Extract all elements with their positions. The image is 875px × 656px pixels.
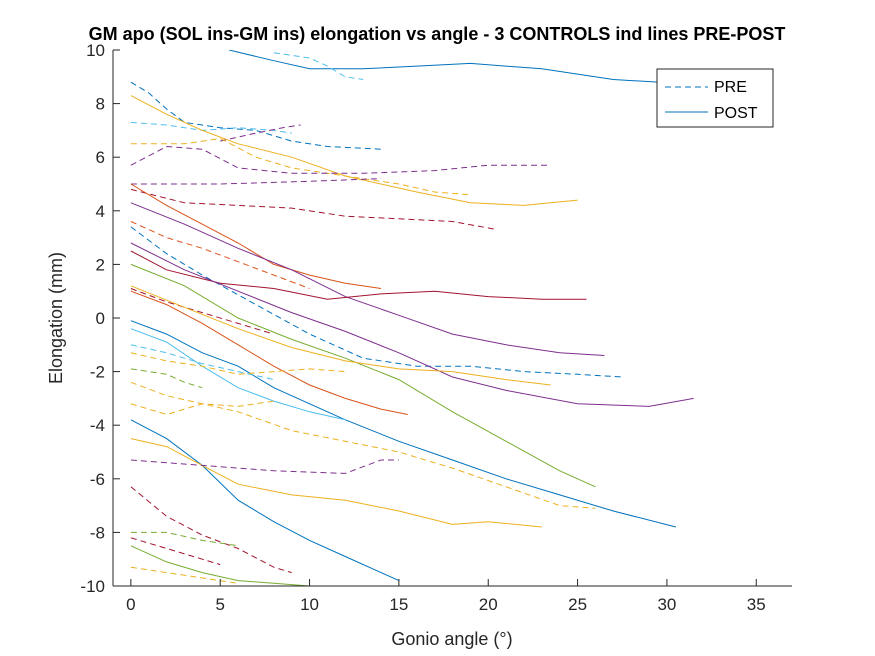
y-tick-label: 4 xyxy=(96,202,105,221)
series-line-7 xyxy=(130,145,551,174)
series-line-12 xyxy=(130,221,310,289)
series-line-31 xyxy=(130,531,239,547)
y-tick-label: -8 xyxy=(90,523,105,542)
x-tick-label: 10 xyxy=(300,595,319,614)
series-line-19 xyxy=(130,290,408,415)
series-line-1 xyxy=(273,52,364,80)
series-line-20 xyxy=(130,320,677,528)
series-line-17 xyxy=(130,288,274,335)
y-tick-label: -6 xyxy=(90,470,105,489)
series-line-25 xyxy=(130,381,596,509)
series-line-15 xyxy=(130,250,587,300)
series-line-27 xyxy=(130,419,400,582)
x-tick-label: 20 xyxy=(479,595,498,614)
axes-group xyxy=(112,50,792,587)
y-axis-label: Elongation (mm) xyxy=(46,252,66,384)
legend-post-label: POST xyxy=(714,105,758,122)
series-line-3 xyxy=(130,121,292,134)
legend-box xyxy=(656,68,774,128)
x-tick-label: 15 xyxy=(389,595,408,614)
series-line-21 xyxy=(130,328,346,421)
y-tick-label: 0 xyxy=(96,309,105,328)
series-line-11 xyxy=(130,202,605,356)
series-line-13 xyxy=(130,226,623,378)
series-line-24 xyxy=(130,368,203,389)
x-tick-label: 0 xyxy=(126,595,135,614)
series-line-6 xyxy=(130,137,471,196)
x-tick-label: 25 xyxy=(568,595,587,614)
y-tick-label: -4 xyxy=(90,416,105,435)
series-line-4 xyxy=(220,124,301,142)
chart-title: GM apo (SOL ins-GM ins) elongation vs an… xyxy=(89,24,786,44)
y-tick-label: -2 xyxy=(90,363,105,382)
series-line-10 xyxy=(130,183,382,289)
series-line-8 xyxy=(130,178,382,185)
series-line-18 xyxy=(130,285,551,386)
x-tick-label: 35 xyxy=(747,595,766,614)
series-line-5 xyxy=(130,95,578,206)
series-line-28 xyxy=(130,438,542,528)
x-tick-label: 30 xyxy=(657,595,676,614)
series-line-14 xyxy=(130,263,596,488)
series-line-22 xyxy=(130,344,274,381)
series-line-0 xyxy=(228,50,703,86)
series-line-29 xyxy=(130,459,399,474)
legend-pre-label: PRE xyxy=(714,79,747,96)
legend: PRE POST xyxy=(656,68,774,128)
series-line-33 xyxy=(130,545,310,586)
series-line-30 xyxy=(130,486,292,574)
series-line-16 xyxy=(130,242,694,407)
series-line-34 xyxy=(130,566,239,584)
series-line-23 xyxy=(130,352,346,375)
series-line-26 xyxy=(130,400,274,416)
series-line-9 xyxy=(130,188,498,231)
y-tick-label: -10 xyxy=(80,577,105,596)
x-axis-label: Gonio angle (°) xyxy=(391,629,512,649)
y-tick-label: 10 xyxy=(86,41,105,60)
x-tick-label: 5 xyxy=(215,595,224,614)
series-line-32 xyxy=(130,537,221,566)
series-group xyxy=(130,50,703,586)
y-tick-label: 2 xyxy=(96,255,105,274)
y-tick-label: 8 xyxy=(96,95,105,114)
series-line-2 xyxy=(130,81,382,150)
y-tick-label: 6 xyxy=(96,148,105,167)
